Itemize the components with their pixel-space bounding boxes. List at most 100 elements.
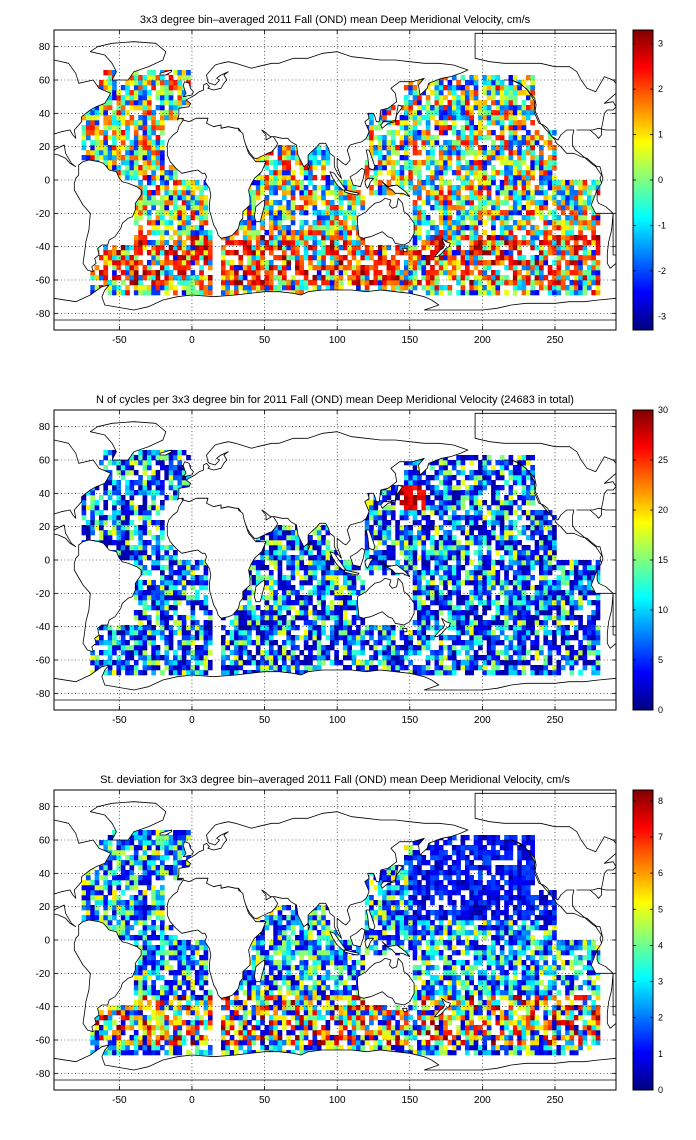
colorbar-gradient — [633, 30, 653, 330]
bin-cell — [430, 600, 435, 606]
bin-cell — [277, 665, 283, 671]
bin-cell — [408, 175, 413, 181]
bin-cell — [469, 285, 474, 291]
bin-cell — [508, 135, 514, 141]
bin-cell — [173, 250, 178, 256]
bin-cell — [290, 640, 296, 646]
bin-cell — [543, 195, 549, 201]
bin-cell — [456, 110, 461, 116]
bin-cell — [264, 175, 270, 181]
bin-cell — [334, 590, 339, 596]
bin-cell — [142, 170, 148, 176]
bin-cell — [103, 120, 109, 126]
bin-cell — [412, 260, 418, 266]
bin-cell — [107, 495, 113, 501]
bin-cell — [451, 185, 457, 191]
bin-cell — [142, 490, 148, 496]
colorbar-tick-label: 3 — [658, 39, 663, 49]
bin-cell — [447, 140, 453, 146]
bin-cell — [525, 165, 531, 171]
bin-cell — [512, 85, 518, 91]
bin-cell — [321, 590, 326, 596]
bin-cell — [456, 280, 461, 286]
bin-cell — [421, 575, 427, 581]
bin-cell — [168, 85, 174, 91]
bin-cell — [382, 280, 387, 286]
bin-cell — [430, 595, 435, 601]
bin-cell — [151, 490, 156, 496]
bin-cell — [425, 560, 431, 566]
bin-cell — [417, 590, 422, 596]
bin-cell — [312, 240, 318, 246]
bin-cell — [578, 200, 583, 206]
bin-cell — [539, 255, 544, 261]
bin-cell — [116, 640, 122, 646]
bin-cell — [438, 105, 444, 111]
bin-cell — [247, 190, 252, 196]
bin-cell — [486, 90, 492, 96]
bin-cell — [173, 550, 178, 556]
bin-cell — [129, 460, 135, 466]
bin-cell — [116, 665, 122, 671]
bin-cell — [112, 460, 117, 466]
bin-cell — [373, 655, 379, 661]
bin-cell — [295, 665, 300, 671]
bin-cell — [434, 100, 440, 106]
bin-cell — [329, 590, 335, 596]
bin-cell — [273, 170, 278, 176]
bin-cell — [164, 205, 170, 211]
bin-cell — [351, 220, 357, 226]
bin-cell — [255, 240, 261, 246]
bin-cell — [338, 600, 344, 606]
bin-cell — [138, 565, 143, 571]
bin-cell — [512, 105, 518, 111]
bin-cell — [255, 560, 261, 566]
bin-cell — [125, 510, 130, 516]
bin-cell — [591, 290, 596, 296]
bin-cell — [99, 150, 104, 156]
bin-cell — [377, 270, 383, 276]
bin-cell — [221, 670, 226, 676]
bin-cell — [194, 590, 200, 596]
bin-cell — [434, 80, 440, 86]
bin-cell — [430, 255, 435, 261]
bin-cell — [469, 165, 474, 171]
bin-cell — [321, 260, 326, 266]
bin-cell — [443, 110, 448, 116]
bin-cell — [190, 285, 196, 291]
bin-cell — [403, 485, 409, 491]
bin-cell — [286, 185, 292, 191]
bin-cell — [443, 130, 448, 136]
bin-cell — [530, 160, 535, 166]
bin-cell — [569, 195, 575, 201]
bin-cell — [234, 240, 239, 246]
bin-cell — [138, 630, 143, 636]
plot-area — [54, 410, 616, 710]
bin-cell — [281, 285, 287, 291]
bin-cell — [247, 635, 252, 641]
bin-cell — [386, 150, 392, 156]
bin-cell — [556, 290, 562, 296]
bin-cell — [338, 630, 344, 636]
bin-cell — [290, 530, 296, 536]
bin-cell — [151, 505, 156, 511]
bin-cell — [321, 265, 326, 271]
bin-cell — [508, 250, 514, 256]
bin-cell — [417, 485, 422, 491]
bin-cell — [316, 195, 322, 201]
bin-cell — [573, 270, 579, 276]
bin-cell — [499, 190, 505, 196]
bin-cell — [364, 165, 370, 171]
bin-cell — [299, 190, 305, 196]
bin-cell — [417, 235, 422, 241]
bin-cell — [434, 245, 440, 251]
bin-cell — [334, 285, 339, 291]
bin-cell — [194, 240, 200, 246]
bin-cell — [473, 90, 479, 96]
bin-cell — [430, 135, 435, 141]
bin-cell — [425, 280, 431, 286]
bin-cell — [351, 205, 357, 211]
bin-cell — [325, 220, 331, 226]
bin-cell — [168, 615, 174, 621]
bin-cell — [412, 510, 418, 516]
